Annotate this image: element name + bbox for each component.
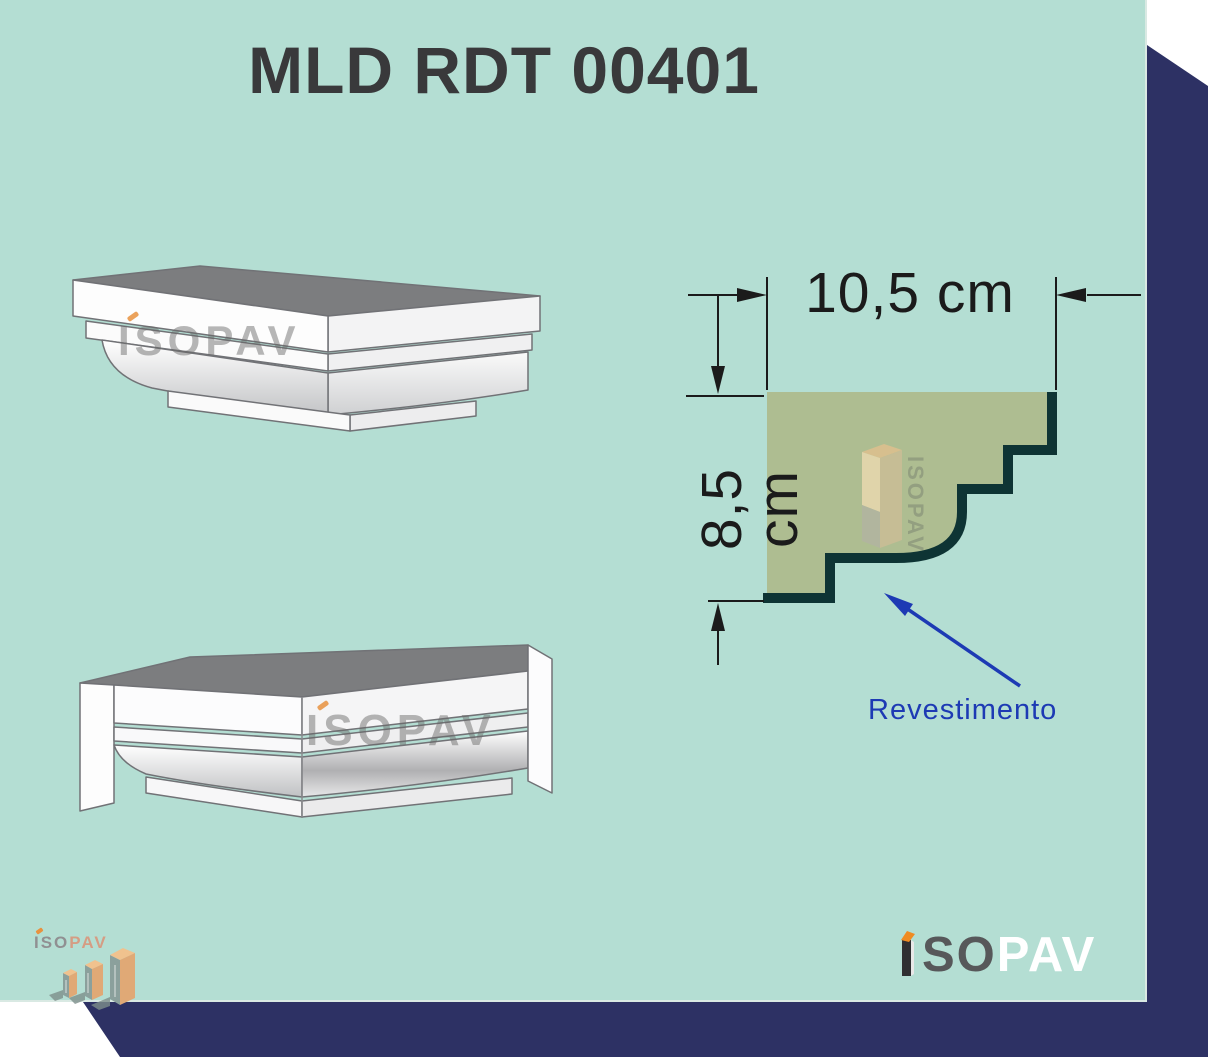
- dimension-lines: [686, 277, 1141, 665]
- arrowhead-right: [737, 288, 767, 302]
- molding-end-cap-left: [79, 682, 115, 812]
- column-side: [92, 964, 103, 1000]
- logo-column-icon-graphic: [901, 931, 915, 976]
- watermark-column: [862, 444, 902, 548]
- molding-cove-right: [327, 351, 529, 416]
- arrowhead-left: [1056, 288, 1086, 302]
- molding-end-cap-right: [527, 644, 553, 794]
- logo-columns: [49, 948, 135, 1010]
- height-dimension-label: 8,5 cm: [690, 467, 810, 551]
- watermark-text-vertical: ISOPAV: [903, 456, 928, 554]
- coating-outline: [763, 392, 1057, 603]
- watermark-text: ISOPAV: [306, 706, 496, 755]
- logo-iso: ISO: [34, 933, 70, 952]
- logo-pav: PAV: [996, 928, 1097, 982]
- molding-band-left: [85, 320, 329, 372]
- column-top: [110, 948, 135, 960]
- inside-corner-group: [79, 644, 553, 818]
- column-front-lower: [862, 505, 880, 548]
- column-body: [902, 940, 911, 976]
- column-top: [862, 444, 902, 458]
- column-shadow: [69, 992, 85, 1004]
- column-shadow: [49, 990, 63, 1001]
- logo-small: ISOPAV: [34, 933, 108, 953]
- dimension-arrowheads: [711, 288, 1086, 631]
- molding-fascia-left: [72, 279, 329, 353]
- arrowhead-down: [711, 366, 725, 394]
- outside-corner-group: [72, 265, 541, 432]
- watermark-text: ISOPAV: [118, 317, 301, 364]
- column-cap: [901, 931, 915, 942]
- molding-3d-inside-corner: [79, 644, 553, 818]
- column-highlight: [911, 940, 914, 976]
- column-side: [120, 953, 135, 1005]
- column-shadow: [91, 997, 110, 1010]
- logo-columns-graphic: [49, 948, 135, 1010]
- width-dimension-label: 10,5 cm: [805, 261, 1015, 325]
- profile-cross-section: [767, 392, 1052, 598]
- molding-3d-outside-corner: [72, 265, 541, 432]
- callout-arrowhead: [884, 593, 913, 616]
- logo-column-icon: [898, 927, 918, 977]
- logo-pav: PAV: [69, 933, 108, 952]
- arrowhead-up: [711, 603, 725, 631]
- column-top: [85, 960, 103, 969]
- callout-label: Revestimento: [868, 694, 1058, 726]
- column-top: [63, 969, 77, 976]
- callout-arrow-line: [905, 606, 1021, 688]
- column-side: [69, 972, 77, 998]
- column-front-upper: [862, 452, 880, 512]
- molding-cove-right: [301, 730, 529, 798]
- logo-large: SO PAV: [898, 925, 1097, 982]
- molding-fillet-left: [167, 390, 351, 432]
- column-side: [880, 450, 902, 548]
- callout-arrow: [884, 593, 1021, 688]
- molding-cove-left: [113, 744, 303, 798]
- logo-so: SO: [922, 928, 997, 982]
- page-title: MLD RDT 00401: [248, 33, 760, 107]
